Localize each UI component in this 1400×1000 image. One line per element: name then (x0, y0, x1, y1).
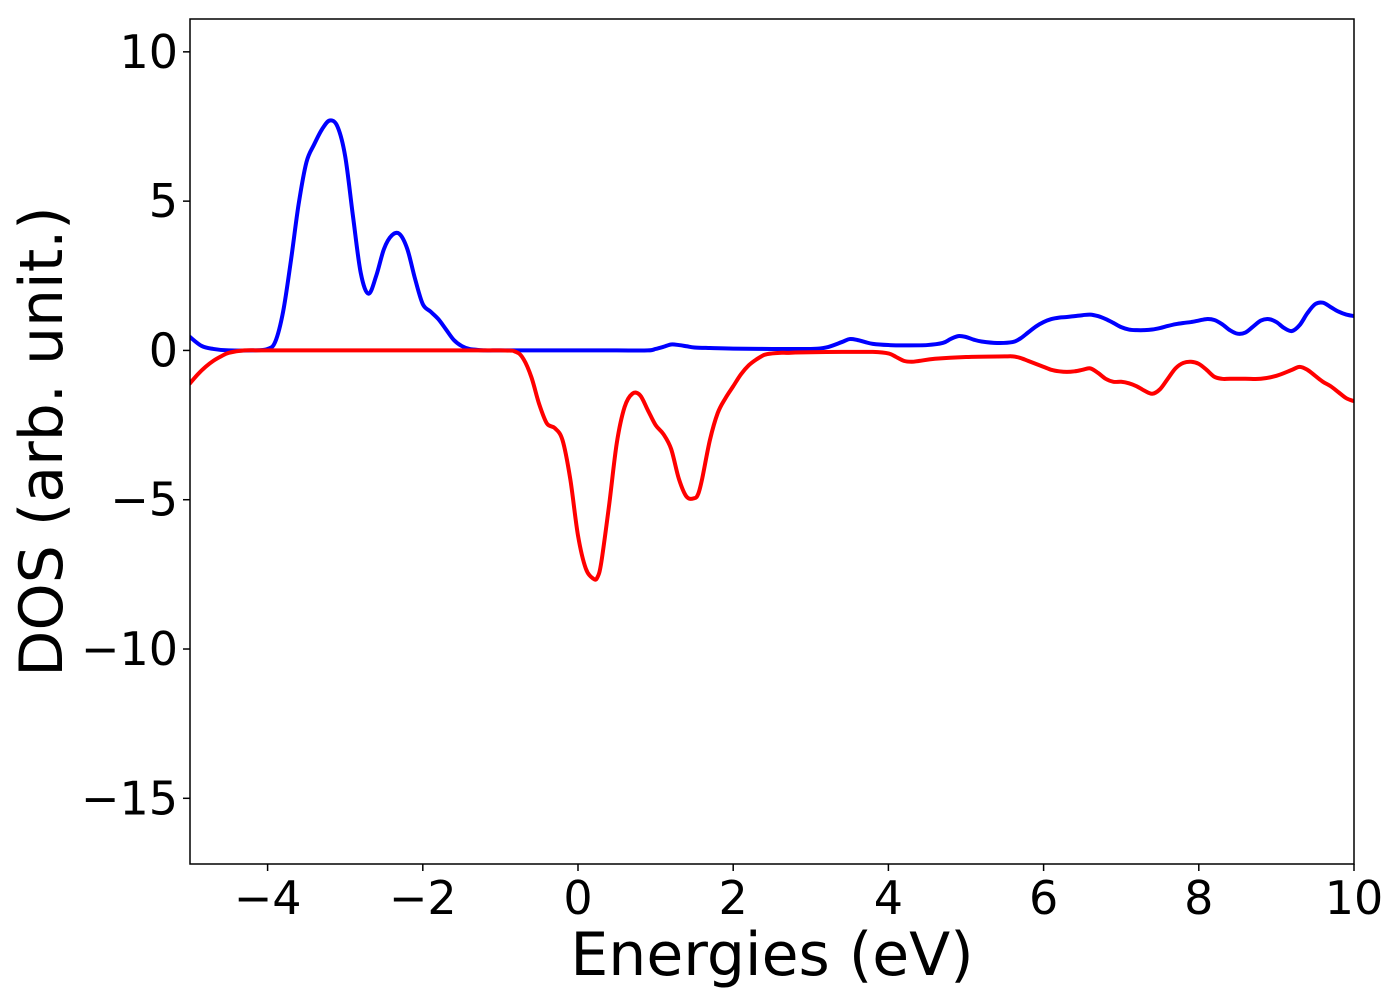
x-tick-label: 4 (874, 871, 903, 925)
y-axis: 10 5 0 −5 −10 −15 (81, 25, 190, 825)
x-tick-label: −2 (389, 871, 457, 925)
y-tick-label: −5 (110, 473, 178, 527)
x-tick-label: 8 (1184, 871, 1213, 925)
series-line-blue (190, 118, 1354, 353)
x-tick-label: −4 (234, 871, 302, 925)
x-tick-label: 2 (719, 871, 748, 925)
y-axis-title: DOS (arb. unit.) (7, 206, 77, 676)
x-axis: −4 −2 0 2 4 6 8 10 (234, 864, 1384, 925)
plot-frame (189, 18, 1355, 865)
y-tick-label: −10 (81, 622, 178, 676)
x-tick-label: 6 (1029, 871, 1058, 925)
y-tick-label: 0 (149, 323, 178, 377)
series-line-red (190, 348, 1354, 582)
y-tick-label: 10 (119, 25, 178, 79)
series-layer (190, 118, 1354, 582)
x-axis-title: Energies (eV) (570, 920, 973, 990)
y-tick-label: 5 (149, 174, 178, 228)
x-tick-label: 10 (1325, 871, 1384, 925)
x-tick-label: 0 (563, 871, 592, 925)
y-tick-label: −15 (81, 771, 178, 825)
